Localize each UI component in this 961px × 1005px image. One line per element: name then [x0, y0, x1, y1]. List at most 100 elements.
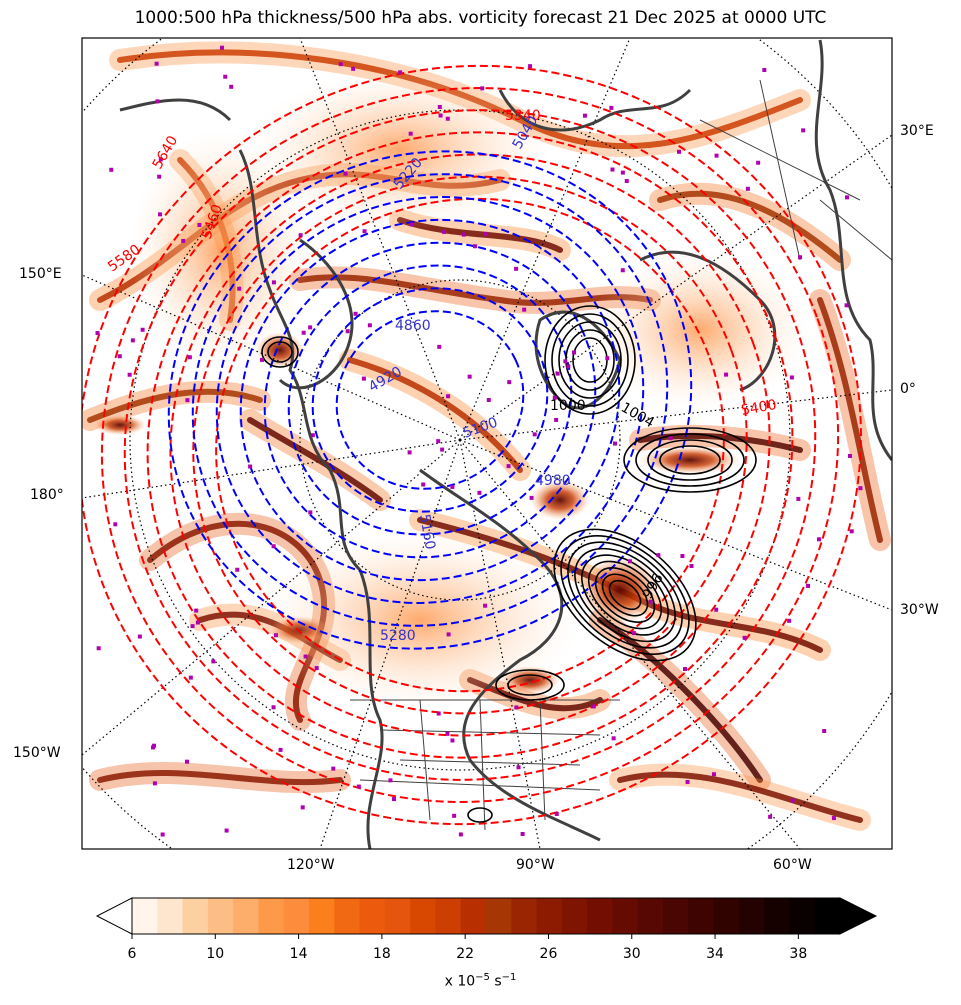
station-marker: [529, 495, 534, 500]
vorticity-core: [617, 771, 863, 823]
cold-thickness-label: 4980: [535, 473, 571, 489]
station-marker: [514, 266, 519, 271]
station-marker: [237, 286, 242, 291]
colorbar-tick-label: 18: [372, 946, 391, 962]
station-marker: [689, 563, 694, 568]
station-marker: [554, 811, 559, 816]
station-marker: [711, 772, 716, 777]
low-pressure-isobar: [544, 305, 636, 415]
station-marker: [582, 113, 587, 118]
station-marker: [789, 375, 794, 380]
vorticity-broad: [590, 250, 810, 410]
station-marker: [388, 778, 393, 783]
low-pressure-isobar: [594, 567, 656, 623]
lon-label-120w: 120°W: [287, 857, 335, 873]
lon-label-90w: 90°W: [516, 857, 555, 873]
cold-thickness-line: [311, 287, 549, 513]
station-marker: [188, 675, 193, 680]
warm-thickness-line: [82, 64, 862, 826]
cold-thickness-line: [335, 310, 525, 490]
station-marker: [127, 372, 132, 377]
vorticity-core: [97, 769, 343, 786]
vorticity-maximum: [530, 480, 590, 520]
station-marker: [345, 329, 350, 334]
station-marker: [787, 618, 792, 623]
vorticity-core: [247, 417, 383, 503]
vorticity-core: [87, 388, 263, 423]
lat-label-30w: 30°W: [900, 602, 939, 618]
station-marker: [486, 397, 491, 402]
station-marker: [446, 394, 451, 399]
station-marker: [445, 116, 450, 121]
vorticity-core: [597, 617, 763, 783]
station-marker: [796, 496, 801, 501]
station-marker: [197, 222, 202, 227]
station-marker: [507, 380, 512, 385]
station-marker: [450, 484, 455, 489]
low-pressure-isobar: [635, 433, 745, 487]
vorticity-maximum: [640, 446, 740, 474]
station-marker: [362, 229, 367, 234]
colorbar-tick-label: 22: [456, 946, 475, 962]
station-marker: [421, 482, 426, 487]
station-marker: [248, 464, 253, 469]
station-marker: [361, 376, 366, 381]
station-marker: [806, 583, 811, 588]
station-marker: [436, 711, 441, 716]
station-marker: [532, 432, 537, 437]
lat-label-30e: 30°E: [900, 123, 934, 139]
station-marker: [572, 350, 577, 355]
colorbar-tick-label: 26: [539, 946, 558, 962]
low-pressure-isobar: [659, 445, 721, 475]
station-marker: [676, 149, 681, 154]
station-marker: [442, 229, 447, 234]
station-marker: [271, 280, 276, 285]
station-marker: [648, 599, 653, 604]
lon-label-60w: 60°W: [773, 857, 812, 873]
station-marker: [848, 453, 853, 458]
station-marker: [612, 441, 617, 446]
low-pressure-isobar: [587, 560, 663, 630]
station-marker: [514, 705, 519, 710]
station-marker: [624, 179, 629, 184]
station-marker: [714, 153, 719, 158]
station-marker: [271, 544, 276, 549]
low-pressure-isobar: [608, 579, 642, 611]
station-marker: [96, 646, 101, 651]
station-marker: [483, 603, 488, 608]
station-marker: [450, 738, 455, 743]
station-marker: [831, 816, 836, 821]
station-marker: [822, 729, 827, 734]
warm-thickness-line: [146, 131, 794, 759]
station-marker: [224, 828, 229, 833]
cold-thickness-line: [191, 173, 669, 627]
station-marker: [467, 374, 472, 379]
station-marker: [229, 84, 234, 89]
station-marker: [445, 731, 450, 736]
station-marker: [407, 450, 412, 455]
station-marker: [656, 553, 661, 558]
station-marker: [436, 439, 441, 444]
station-marker: [522, 307, 527, 312]
cold-thickness-line: [215, 196, 645, 604]
station-marker: [211, 659, 216, 664]
station-marker: [520, 832, 525, 837]
station-marker: [308, 510, 313, 515]
station-marker: [338, 62, 343, 67]
warm-thickness-line: [169, 153, 771, 737]
coastlines: [119, 39, 892, 849]
station-marker: [158, 212, 163, 217]
station-marker: [185, 759, 190, 764]
station-marker: [480, 86, 485, 91]
station-marker: [756, 160, 761, 165]
station-marker: [610, 167, 615, 172]
station-marker: [506, 464, 511, 469]
station-marker: [528, 64, 533, 69]
low-pressure-isobar: [261, 336, 299, 368]
colorbar-tick-label: 38: [789, 946, 808, 962]
low-pressure-isobar: [551, 313, 629, 407]
station-marker: [259, 357, 264, 362]
station-marker: [458, 832, 463, 837]
station-marker: [298, 233, 303, 238]
cold-thickness-label: 5280: [380, 628, 416, 644]
